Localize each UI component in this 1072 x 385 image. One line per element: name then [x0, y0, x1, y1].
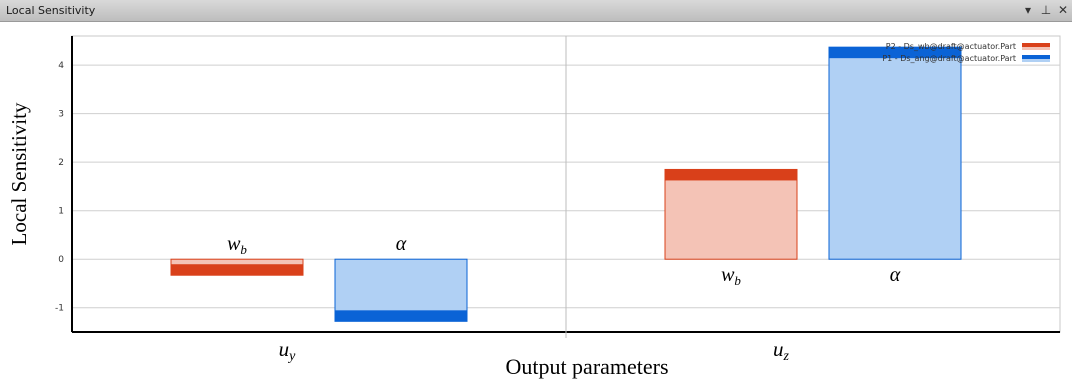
- bar-body: [828, 46, 962, 260]
- bar-value-cap: [665, 169, 797, 181]
- legend-label: P1 - Ds_ang@draft@actuator.Part: [882, 54, 1016, 63]
- bar-label: α: [396, 233, 407, 255]
- legend-swatch-fill: [1022, 59, 1050, 62]
- bar-u_z-series-1: [828, 46, 962, 260]
- x-category-label: uy: [279, 337, 297, 364]
- bar-label: wb: [227, 233, 247, 257]
- dropdown-arrow-icon[interactable]: ▾: [1024, 3, 1032, 17]
- y-tick-label: 1: [58, 207, 64, 217]
- bar-body: [664, 168, 798, 260]
- y-tick-label: 0: [58, 255, 64, 265]
- panel-titlebar: Local Sensitivity ▾ ⊥ ✕: [0, 0, 1072, 22]
- legend-swatch: [1022, 55, 1050, 59]
- bar-u_y-series-1: [334, 258, 468, 322]
- y-tick-label: -1: [55, 304, 64, 314]
- close-icon[interactable]: ✕: [1057, 3, 1069, 17]
- bar-label: wb: [721, 264, 741, 288]
- bar-label: α: [890, 264, 901, 286]
- bar-u_z-series-0: [664, 168, 798, 260]
- bar-value-cap: [171, 264, 303, 276]
- x-category-label: uz: [773, 337, 790, 364]
- y-tick-label: 3: [58, 110, 64, 120]
- legend-label: P2 - Ds_wb@draft@actuator.Part: [886, 42, 1016, 51]
- legend-swatch: [1022, 43, 1050, 47]
- legend: P2 - Ds_wb@draft@actuator.Part P1 - Ds_an…: [882, 42, 1050, 63]
- y-axis-title: Local Sensitivity: [7, 102, 31, 245]
- bar-value-cap: [829, 47, 961, 59]
- bar-value-cap: [335, 310, 467, 322]
- x-axis-title: Output parameters: [505, 354, 668, 379]
- y-tick-label: 2: [58, 158, 64, 168]
- panel-title: Local Sensitivity: [6, 4, 96, 17]
- bar-u_y-series-0: [170, 258, 304, 276]
- local-sensitivity-chart: -1 0 1 2 3 4 wb α uy wb α uz Local Sensitivity Output…: [7, 35, 1061, 379]
- pin-icon[interactable]: ⊥: [1040, 3, 1052, 17]
- y-tick-label: 4: [58, 61, 64, 71]
- legend-swatch-fill: [1022, 47, 1050, 50]
